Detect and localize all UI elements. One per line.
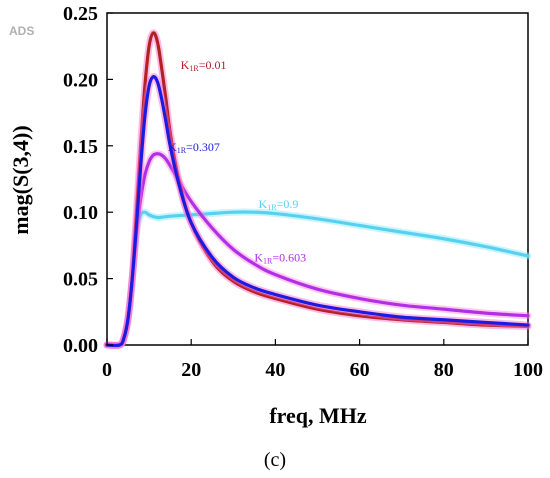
x-tick-label: 100 [513, 359, 543, 381]
series-line-0 [105, 31, 530, 348]
x-axis-title: freq, MHz [269, 403, 367, 428]
x-tick-label: 20 [181, 359, 201, 381]
x-tick-label: 80 [434, 359, 454, 381]
series-layer [103, 29, 532, 349]
x-tick-labels: 0 20 40 60 80 100 [102, 339, 543, 381]
y-axis-title: mag(S(3,4)) [8, 125, 33, 234]
y-tick-labels: 0.00 0.05 0.10 0.15 0.20 0.25 [63, 3, 113, 357]
series-glow-0 [103, 29, 532, 349]
x-tick-label: 40 [265, 359, 285, 381]
annotation-layer: K1R=0.01 K1R=0.307 K1R=0.9 K1R=0.603 [168, 58, 306, 266]
y-tick-label: 0.00 [63, 335, 98, 357]
y-tick-label: 0.10 [63, 202, 98, 224]
y-tick-label: 0.15 [63, 136, 98, 158]
series-label-2: K1R=0.603 [254, 250, 306, 265]
series-line-1 [105, 75, 530, 348]
series-label-0: K1R=0.01 [181, 58, 227, 73]
series-label-1: K1R=0.307 [168, 140, 220, 155]
y-tick-label: 0.25 [63, 3, 98, 25]
ads-watermark: ADS [9, 24, 34, 38]
x-tick-label: 60 [350, 359, 370, 381]
series-glow-2 [103, 150, 532, 349]
series-label-3: K1R=0.9 [259, 197, 299, 212]
plot-border [106, 12, 529, 346]
y-tick-label: 0.05 [63, 269, 98, 291]
x-tick-label: 0 [102, 359, 112, 381]
y-tick-label: 0.20 [63, 69, 98, 91]
series-line-2 [105, 152, 530, 348]
figure-caption: (c) [264, 449, 286, 471]
plot-frame [106, 12, 529, 346]
